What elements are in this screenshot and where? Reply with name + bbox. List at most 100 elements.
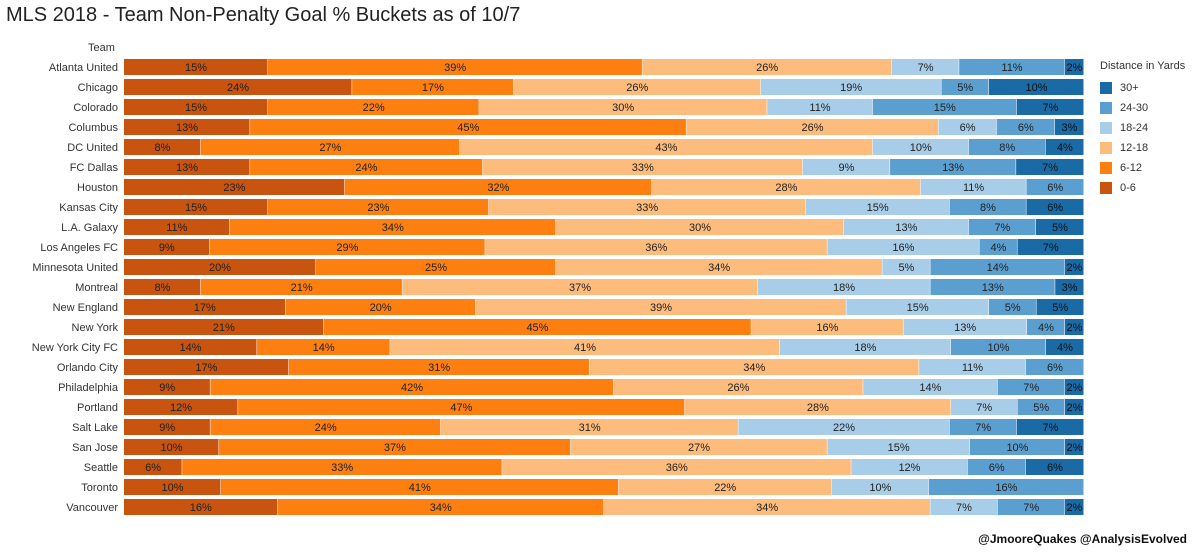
team-labels: Atlanta United Chicago Colorado Columbus DC … <box>32 62 119 514</box>
bar-value-label: 8% <box>154 282 170 294</box>
legend-item: 6-12 <box>1100 158 1185 178</box>
bar-value-label: 26% <box>801 122 823 134</box>
bar-value-label: 5% <box>957 82 973 94</box>
bar-segment <box>757 279 930 295</box>
bar-value-label: 2% <box>1067 322 1083 334</box>
team-label: Toronto <box>81 482 118 494</box>
bar-value-label: 10% <box>869 482 891 494</box>
bar-segment <box>502 459 851 475</box>
bar-segment <box>200 279 402 295</box>
bar-value-label: 25% <box>425 262 447 274</box>
bar-value-label: 9% <box>159 242 175 254</box>
bar-value-label: 8% <box>999 142 1015 154</box>
bar-value-label: 11% <box>166 222 187 234</box>
bar-segment <box>1045 139 1084 155</box>
bar-value-label: 36% <box>645 242 667 254</box>
bar-segment <box>250 119 686 135</box>
bar-value-label: 15% <box>934 102 956 114</box>
bar-segment <box>316 259 556 275</box>
bar-value-label: 42% <box>401 382 423 394</box>
bar-segment <box>268 59 642 75</box>
bar-value-label: 13% <box>942 162 964 174</box>
bar-value-label: 7% <box>994 222 1010 234</box>
bar-segment <box>488 199 806 215</box>
bar-segment <box>988 299 1036 315</box>
team-label: Montreal <box>75 282 118 294</box>
bar-segment <box>949 419 1017 435</box>
team-label: Houston <box>77 182 118 194</box>
bar-value-label: 16% <box>892 242 914 254</box>
bar-segment <box>802 159 890 175</box>
bar-value-label: 31% <box>428 362 450 374</box>
bar-value-label: 16% <box>190 502 212 514</box>
legend-title: Distance in Yards <box>1100 60 1186 72</box>
bar-value-label: 37% <box>569 282 591 294</box>
legend-swatch <box>1100 122 1112 134</box>
bar-segment <box>968 139 1046 155</box>
bar-value-label: 4% <box>1038 322 1054 334</box>
bar-value-label: 5% <box>1052 302 1068 314</box>
bar-segment <box>210 419 441 435</box>
bar-segment <box>589 359 919 375</box>
bar-segment <box>200 139 460 155</box>
bar-value-label: 7% <box>956 502 972 514</box>
bar-value-label: 15% <box>185 102 207 114</box>
bar-segment <box>124 459 182 475</box>
bar-segment <box>513 79 761 95</box>
team-label: L.A. Galaxy <box>61 222 118 234</box>
bar-segment <box>219 439 571 455</box>
bar-segment <box>751 319 903 335</box>
bar-value-label: 29% <box>336 242 358 254</box>
bar-segment <box>1026 179 1084 195</box>
team-label: FC Dallas <box>70 162 119 174</box>
bar-value-label: 45% <box>457 122 479 134</box>
bar-segment <box>556 259 882 275</box>
bar-segment <box>827 439 970 455</box>
bar-value-label: 34% <box>708 262 730 274</box>
bar-segment <box>556 219 844 235</box>
bar-segment <box>979 239 1017 255</box>
legend-item: 18-24 <box>1100 118 1185 138</box>
bar-value-label: 10% <box>910 142 932 154</box>
bar-value-label: 21% <box>291 282 313 294</box>
bar-segment <box>460 139 873 155</box>
legend-swatch <box>1100 102 1112 114</box>
legend: Distance in Yards 30+ 24-30 18-24 12-18 6-12… <box>1100 60 1185 198</box>
bar-value-label: 11% <box>809 102 830 114</box>
bar-segment <box>268 99 479 115</box>
bar-value-label: 2% <box>1066 62 1082 74</box>
bar-value-label: 13% <box>954 322 976 334</box>
bar-value-label: 24% <box>355 162 377 174</box>
bar-segment <box>124 179 345 195</box>
bar-segment <box>124 199 268 215</box>
bar-segment <box>684 399 951 415</box>
legend-label: 0-6 <box>1120 182 1136 194</box>
bar-segment <box>390 339 780 355</box>
bar-value-label: 6% <box>1047 362 1063 374</box>
bar-segment <box>1064 439 1084 455</box>
bar-value-label: 26% <box>756 62 778 74</box>
team-label: Los Angeles FC <box>40 242 118 254</box>
bar-value-label: 10% <box>1025 82 1047 94</box>
bar-segment <box>846 299 989 315</box>
bar-segment <box>124 259 316 275</box>
legend-swatch <box>1100 162 1112 174</box>
bar-value-label: 9% <box>159 382 175 394</box>
bar-value-label: 15% <box>907 302 929 314</box>
bar-value-label: 22% <box>363 102 385 114</box>
bar-value-label: 3% <box>1062 282 1078 294</box>
bar-segment <box>1054 119 1084 135</box>
bar-value-label: 31% <box>579 422 601 434</box>
bar-value-label: 4% <box>1057 142 1073 154</box>
bar-value-label: 13% <box>176 122 198 134</box>
bar-segment <box>969 439 1065 455</box>
bar-segment <box>124 399 238 415</box>
bar-segment <box>238 399 685 415</box>
bar-segment <box>941 79 989 95</box>
bar-segment <box>938 119 997 135</box>
bar-segment <box>124 479 221 495</box>
bar-segment <box>930 499 998 515</box>
bar-value-label: 27% <box>319 142 341 154</box>
bar-value-label: 32% <box>487 182 509 194</box>
bar-value-label: 36% <box>666 462 688 474</box>
